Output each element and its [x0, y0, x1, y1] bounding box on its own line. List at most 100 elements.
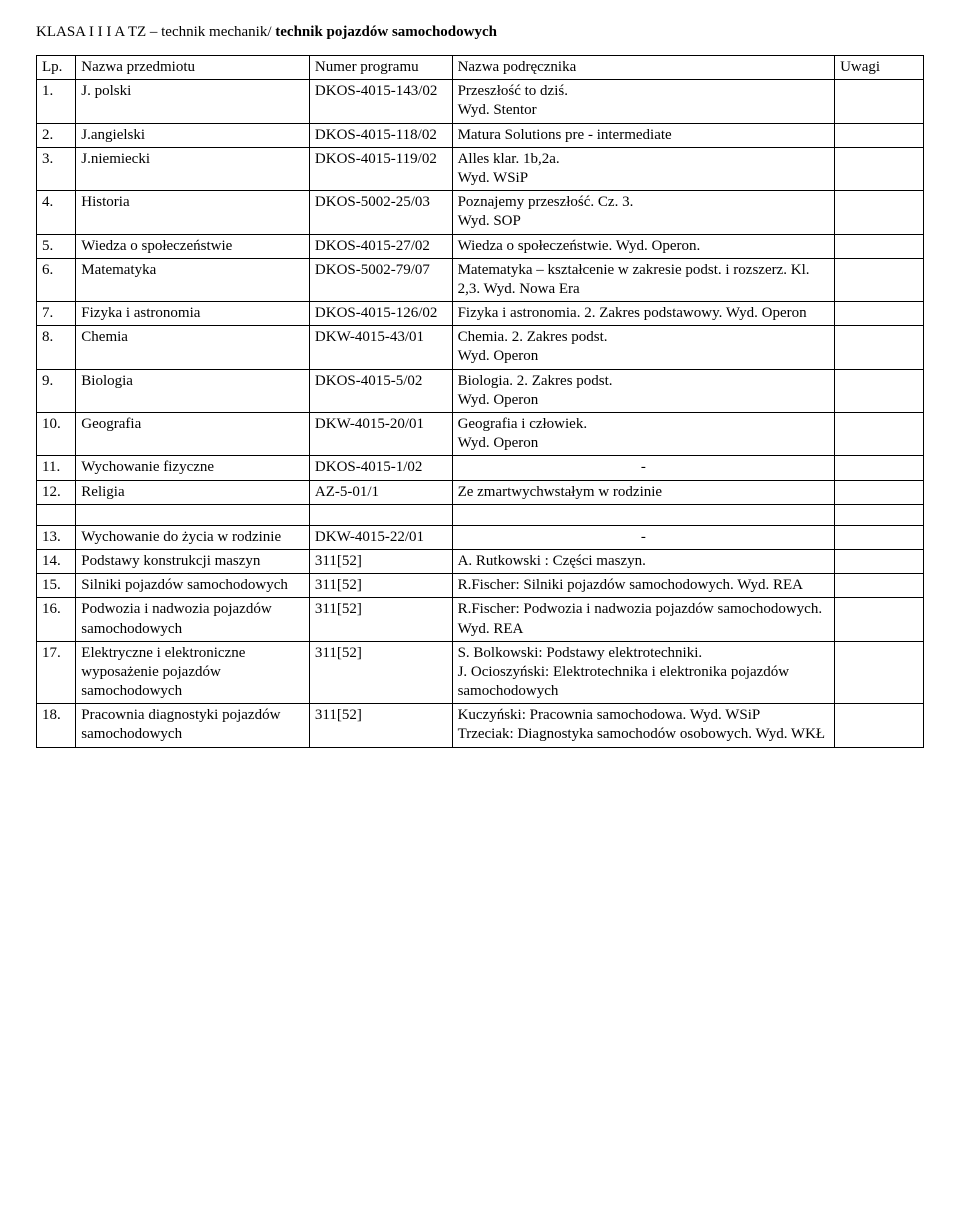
cell-textbook: R.Fischer: Silniki pojazdów samochodowyc…: [452, 574, 835, 598]
cell-textbook: Matematyka – kształcenie w zakresie pods…: [452, 258, 835, 301]
cell-subject: Elektryczne i elektroniczne wyposażenie …: [76, 641, 310, 704]
table-row: 12.ReligiaAZ-5-01/1Ze zmartwychwstałym w…: [37, 480, 924, 504]
cell-textbook: S. Bolkowski: Podstawy elektrotechniki.J…: [452, 641, 835, 704]
cell-program: DKOS-5002-79/07: [309, 258, 452, 301]
cell-uwagi: [835, 80, 924, 123]
table-body: 1.J. polskiDKOS-4015-143/02Przeszłość to…: [37, 80, 924, 747]
col-lp: Lp.: [37, 56, 76, 80]
cell-textbook: -: [452, 525, 835, 549]
cell-uwagi: [835, 598, 924, 641]
cell-subject: Geografia: [76, 413, 310, 456]
cell-subject: Pracownia diagnostyki pojazdów samochodo…: [76, 704, 310, 747]
table-row: 8.ChemiaDKW-4015-43/01Chemia. 2. Zakres …: [37, 326, 924, 369]
cell-textbook: Fizyka i astronomia. 2. Zakres podstawow…: [452, 302, 835, 326]
cell-textbook: R.Fischer: Podwozia i nadwozia pojazdów …: [452, 598, 835, 641]
cell-lp: 9.: [37, 369, 76, 412]
cell-program: DKOS-4015-5/02: [309, 369, 452, 412]
cell-subject: Fizyka i astronomia: [76, 302, 310, 326]
table-row: 4.HistoriaDKOS-5002-25/03Poznajemy przes…: [37, 191, 924, 234]
cell-program: 311[52]: [309, 641, 452, 704]
cell-program: 311[52]: [309, 574, 452, 598]
cell-textbook: Wiedza o społeczeństwie. Wyd. Operon.: [452, 234, 835, 258]
cell-subject: Matematyka: [76, 258, 310, 301]
cell-uwagi: [835, 302, 924, 326]
cell-program: DKOS-4015-119/02: [309, 147, 452, 190]
cell-textbook: A. Rutkowski : Części maszyn.: [452, 549, 835, 573]
cell-lp: 8.: [37, 326, 76, 369]
cell-subject: Religia: [76, 480, 310, 504]
cell-subject: Silniki pojazdów samochodowych: [76, 574, 310, 598]
cell-subject: Podstawy konstrukcji maszyn: [76, 549, 310, 573]
cell-textbook: Ze zmartwychwstałym w rodzinie: [452, 480, 835, 504]
cell-program: DKW-4015-43/01: [309, 326, 452, 369]
cell-uwagi: [835, 147, 924, 190]
table-row: 10.GeografiaDKW-4015-20/01Geografia i cz…: [37, 413, 924, 456]
title-bold: technik pojazdów samochodowych: [275, 24, 497, 40]
table-row: 11.Wychowanie fizyczneDKOS-4015-1/02-: [37, 456, 924, 480]
cell-lp: 3.: [37, 147, 76, 190]
cell-subject: J.niemiecki: [76, 147, 310, 190]
col-book: Nazwa podręcznika: [452, 56, 835, 80]
cell-textbook: Poznajemy przeszłość. Cz. 3.Wyd. SOP: [452, 191, 835, 234]
page-title: KLASA I I I A TZ – technik mechanik/ tec…: [36, 24, 924, 41]
cell-lp: 12.: [37, 480, 76, 504]
cell-lp: 6.: [37, 258, 76, 301]
cell-program: DKOS-4015-27/02: [309, 234, 452, 258]
cell-uwagi: [835, 641, 924, 704]
cell-uwagi: [835, 525, 924, 549]
cell-lp: 4.: [37, 191, 76, 234]
cell-lp: 17.: [37, 641, 76, 704]
cell-uwagi: [835, 191, 924, 234]
cell-lp: 11.: [37, 456, 76, 480]
cell-lp: 2.: [37, 123, 76, 147]
cell-program: DKOS-4015-126/02: [309, 302, 452, 326]
cell-uwagi: [835, 234, 924, 258]
cell-program: DKW-4015-20/01: [309, 413, 452, 456]
cell-subject: J. polski: [76, 80, 310, 123]
cell-program: 311[52]: [309, 549, 452, 573]
cell-textbook: Przeszłość to dziś.Wyd. Stentor: [452, 80, 835, 123]
table-row: 14.Podstawy konstrukcji maszyn311[52]A. …: [37, 549, 924, 573]
cell-textbook: -: [452, 456, 835, 480]
table-row: 2.J.angielskiDKOS-4015-118/02Matura Solu…: [37, 123, 924, 147]
cell-program: DKOS-4015-143/02: [309, 80, 452, 123]
cell-subject: Podwozia i nadwozia pojazdów samochodowy…: [76, 598, 310, 641]
cell-subject: Wychowanie do życia w rodzinie: [76, 525, 310, 549]
cell-program: DKOS-4015-1/02: [309, 456, 452, 480]
cell-uwagi: [835, 549, 924, 573]
table-row: 17.Elektryczne i elektroniczne wyposażen…: [37, 641, 924, 704]
cell-textbook: Chemia. 2. Zakres podst.Wyd. Operon: [452, 326, 835, 369]
cell-uwagi: [835, 369, 924, 412]
cell-program: 311[52]: [309, 598, 452, 641]
cell-textbook: Matura Solutions pre - intermediate: [452, 123, 835, 147]
cell-uwagi: [835, 326, 924, 369]
title-plain: KLASA I I I A TZ – technik mechanik/: [36, 24, 275, 40]
table-row: 7.Fizyka i astronomiaDKOS-4015-126/02Fiz…: [37, 302, 924, 326]
table-row: 1.J. polskiDKOS-4015-143/02Przeszłość to…: [37, 80, 924, 123]
cell-subject: Wychowanie fizyczne: [76, 456, 310, 480]
cell-lp: 1.: [37, 80, 76, 123]
col-uwagi: Uwagi: [835, 56, 924, 80]
cell-program: 311[52]: [309, 704, 452, 747]
cell-lp: 10.: [37, 413, 76, 456]
cell-uwagi: [835, 456, 924, 480]
table-row: 5.Wiedza o społeczeństwieDKOS-4015-27/02…: [37, 234, 924, 258]
subjects-table: Lp. Nazwa przedmiotu Numer programu Nazw…: [36, 55, 924, 748]
cell-program: DKOS-5002-25/03: [309, 191, 452, 234]
cell-lp: 13.: [37, 525, 76, 549]
cell-textbook: Kuczyński: Pracownia samochodowa. Wyd. W…: [452, 704, 835, 747]
cell-uwagi: [835, 413, 924, 456]
cell-lp: 16.: [37, 598, 76, 641]
table-row: 15.Silniki pojazdów samochodowych311[52]…: [37, 574, 924, 598]
table-row: 13.Wychowanie do życia w rodzinieDKW-401…: [37, 525, 924, 549]
cell-uwagi: [835, 480, 924, 504]
table-row: 18.Pracownia diagnostyki pojazdów samoch…: [37, 704, 924, 747]
cell-lp: 7.: [37, 302, 76, 326]
cell-program: DKOS-4015-118/02: [309, 123, 452, 147]
table-row: 3.J.niemieckiDKOS-4015-119/02Alles klar.…: [37, 147, 924, 190]
col-name: Nazwa przedmiotu: [76, 56, 310, 80]
cell-program: AZ-5-01/1: [309, 480, 452, 504]
cell-subject: Biologia: [76, 369, 310, 412]
cell-lp: 5.: [37, 234, 76, 258]
cell-subject: Historia: [76, 191, 310, 234]
